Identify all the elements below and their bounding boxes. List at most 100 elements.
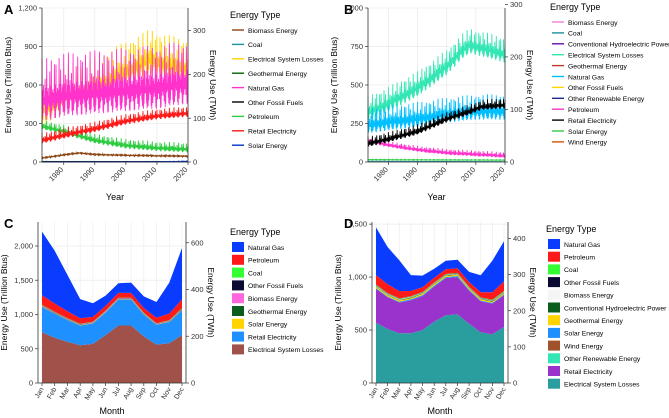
x-tick-label: May bbox=[84, 386, 97, 401]
y-tick-label: 0 bbox=[29, 379, 33, 388]
series-biomass-energy bbox=[41, 150, 189, 160]
legend-label: Conventional Hydroelectric Power bbox=[564, 305, 667, 312]
y-tick-label: 0 bbox=[359, 158, 363, 167]
x-tick-label: Jul bbox=[112, 386, 123, 398]
legend-label: Biomass Energy bbox=[564, 293, 614, 300]
legend-key-geothermal-energy bbox=[232, 306, 244, 316]
y2-axis-title: Energy Use (TWh) bbox=[206, 267, 216, 338]
area-biomass-energy bbox=[376, 273, 504, 302]
y-tick-label: 500 bbox=[354, 326, 367, 335]
x-axis-title: Year bbox=[427, 192, 445, 202]
y2-tick-label: 400 bbox=[191, 285, 204, 294]
legend-label: Petroleum bbox=[564, 255, 595, 262]
legend-key-petroleum bbox=[232, 254, 244, 265]
y-tick-label: 600 bbox=[24, 81, 37, 90]
area-electrical-system-losses bbox=[376, 314, 504, 383]
y-tick-label: 250 bbox=[350, 119, 363, 128]
legend-key-other-renewable-energy bbox=[548, 353, 560, 364]
y-axis-title: Energy Use (Trillion Btus) bbox=[3, 37, 13, 134]
legend: Energy Type Biomass Energy Coal Conventiona… bbox=[550, 2, 669, 147]
y2-axis-title: Energy Use (TWh) bbox=[525, 50, 535, 121]
legend-key-biomass-energy bbox=[232, 293, 244, 304]
x-tick-label: Aug bbox=[449, 386, 461, 400]
legend-label: Electrical System Losses bbox=[248, 347, 324, 354]
series-petroleum bbox=[41, 119, 189, 153]
x-tick-label: Apr bbox=[72, 386, 84, 400]
y-tick-label: 1,000 bbox=[348, 273, 367, 282]
legend-label: Wind Energy bbox=[568, 140, 608, 147]
area-geothermal-energy bbox=[376, 274, 504, 303]
series-retail-electricity bbox=[41, 107, 189, 144]
legend-key-natural-gas bbox=[232, 242, 244, 252]
legend-label: Petroleum bbox=[248, 114, 279, 121]
area-petroleum bbox=[376, 268, 504, 300]
legend-label: Retail Electricity bbox=[568, 118, 617, 125]
legend-key-coal bbox=[548, 264, 560, 275]
legend-title: Energy Type bbox=[550, 2, 600, 12]
legend-key-retail-electricity bbox=[548, 366, 560, 376]
panel-b: B 1980 1990 2000 2010 2020 0 250 500 750 1,000 0 100… bbox=[329, 0, 669, 202]
y2-tick-label: 200 bbox=[513, 306, 526, 315]
legend-label: Other Fossil Fuels bbox=[564, 280, 620, 287]
legend: Energy Type Biomass Energy Coal Electrical … bbox=[230, 10, 324, 150]
x-tick-label: 2010 bbox=[140, 165, 158, 183]
legend-label: Petroleum bbox=[568, 107, 599, 114]
y-tick-label: 1,500 bbox=[14, 276, 33, 285]
y2-tick-label: 200 bbox=[193, 70, 206, 79]
x-tick-label: Nov bbox=[484, 386, 497, 401]
legend-label: Solar Energy bbox=[564, 331, 604, 338]
series-natural-gas bbox=[367, 94, 506, 133]
x-tick-label: May bbox=[414, 386, 427, 401]
x-axis-title: Year bbox=[106, 192, 124, 202]
legend-title: Energy Type bbox=[546, 224, 596, 234]
y-tick-label: 500 bbox=[20, 344, 33, 353]
legend-label: Conventional Hydroelectric Power bbox=[568, 42, 669, 49]
y2-tick-label: 0 bbox=[510, 158, 514, 167]
y2-tick-label: 100 bbox=[510, 105, 523, 114]
y-tick-label: 2,000 bbox=[14, 242, 33, 251]
x-tick-label: Jul bbox=[439, 386, 450, 398]
y-tick-label: 500 bbox=[350, 81, 363, 90]
legend-label: Geothermal Energy bbox=[248, 71, 308, 78]
legend-key-wind-energy bbox=[548, 340, 560, 351]
legend-label: Other Fossil Fuels bbox=[248, 283, 304, 290]
legend-key-other-fossil-fuels bbox=[548, 277, 560, 288]
y2-tick-label: 600 bbox=[191, 238, 204, 247]
legend-label: Natural Gas bbox=[568, 74, 605, 81]
series-natural-gas bbox=[41, 42, 189, 121]
y-tick-label: 0 bbox=[363, 379, 367, 388]
legend-key-biomass-energy bbox=[548, 289, 560, 300]
area-retail-electricity bbox=[42, 299, 182, 346]
series-retail-electricity bbox=[367, 98, 506, 147]
legend-label: Solar Energy bbox=[248, 143, 288, 150]
y-tick-label: 750 bbox=[350, 42, 363, 51]
x-tick-label: 2000 bbox=[430, 165, 448, 183]
area-retail-electricity bbox=[376, 277, 504, 335]
x-tick-label: Feb bbox=[46, 386, 58, 400]
legend-label: Biomass Energy bbox=[248, 296, 298, 303]
x-tick-label: Jan bbox=[368, 386, 380, 399]
legend-label: Electrical System Losses bbox=[568, 53, 644, 60]
x-tick-label: 1990 bbox=[401, 165, 419, 183]
legend-key-natural-gas bbox=[548, 239, 560, 249]
y2-tick-label: 0 bbox=[513, 379, 517, 388]
panel-c: C Jan Feb Mar Apr May Jun Jul Aug Sep Oct Nov Dec 0 50… bbox=[0, 216, 324, 416]
x-tick-label: Oct bbox=[149, 386, 161, 399]
y2-tick-label: 400 bbox=[513, 234, 526, 243]
y-tick-label: 900 bbox=[24, 42, 37, 51]
legend-label: Retail Electricity bbox=[248, 129, 297, 136]
panel-tag: D bbox=[344, 216, 353, 231]
y2-axis-title: Energy Use (TWh) bbox=[528, 267, 538, 338]
x-tick-label: Dec bbox=[495, 386, 508, 401]
legend-label: Retail Electricity bbox=[564, 369, 613, 376]
x-tick-label: 1990 bbox=[78, 165, 96, 183]
y2-tick-label: 100 bbox=[513, 342, 526, 351]
legend-label: Geothermal Energy bbox=[248, 309, 308, 316]
legend-label: Biomass Energy bbox=[248, 28, 298, 35]
legend-label: Coal bbox=[564, 267, 578, 274]
legend-label: Coal bbox=[248, 42, 262, 49]
y2-tick-label: 300 bbox=[193, 26, 206, 35]
y2-tick-label: 200 bbox=[191, 332, 204, 341]
